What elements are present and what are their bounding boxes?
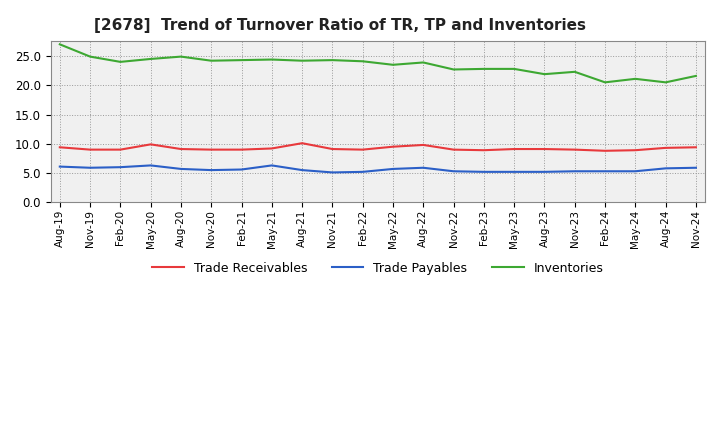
Inventories <box>359 59 367 64</box>
Trade Payables <box>540 169 549 175</box>
Inventories <box>116 59 125 65</box>
Inventories <box>298 58 307 63</box>
Trade Receivables <box>510 147 518 152</box>
Inventories <box>237 58 246 63</box>
Inventories <box>176 54 185 59</box>
Trade Payables <box>55 164 64 169</box>
Trade Payables <box>359 169 367 175</box>
Trade Payables <box>116 165 125 170</box>
Trade Receivables <box>298 140 307 146</box>
Trade Payables <box>237 167 246 172</box>
Trade Payables <box>328 170 337 175</box>
Line: Trade Payables: Trade Payables <box>60 165 696 172</box>
Trade Receivables <box>116 147 125 152</box>
Trade Receivables <box>570 147 579 152</box>
Trade Payables <box>86 165 94 170</box>
Inventories <box>389 62 397 67</box>
Inventories <box>449 67 458 72</box>
Trade Payables <box>146 163 155 168</box>
Inventories <box>661 80 670 85</box>
Trade Receivables <box>449 147 458 152</box>
Trade Payables <box>600 169 609 174</box>
Trade Receivables <box>419 142 428 147</box>
Trade Payables <box>661 166 670 171</box>
Trade Receivables <box>540 147 549 152</box>
Trade Payables <box>631 169 639 174</box>
Inventories <box>631 76 639 81</box>
Inventories <box>207 58 215 63</box>
Trade Receivables <box>600 148 609 154</box>
Trade Receivables <box>146 142 155 147</box>
Trade Payables <box>419 165 428 170</box>
Trade Receivables <box>661 145 670 150</box>
Inventories <box>328 58 337 63</box>
Trade Payables <box>268 163 276 168</box>
Trade Receivables <box>176 147 185 152</box>
Trade Receivables <box>389 144 397 149</box>
Trade Payables <box>480 169 488 175</box>
Inventories <box>510 66 518 72</box>
Inventories <box>55 42 64 47</box>
Line: Trade Receivables: Trade Receivables <box>60 143 696 151</box>
Trade Receivables <box>359 147 367 152</box>
Trade Receivables <box>631 147 639 153</box>
Trade Receivables <box>55 145 64 150</box>
Trade Receivables <box>86 147 94 152</box>
Trade Receivables <box>480 147 488 153</box>
Inventories <box>268 57 276 62</box>
Text: [2678]  Trend of Turnover Ratio of TR, TP and Inventories: [2678] Trend of Turnover Ratio of TR, TP… <box>94 18 585 33</box>
Trade Payables <box>449 169 458 174</box>
Trade Payables <box>298 168 307 173</box>
Inventories <box>540 72 549 77</box>
Trade Receivables <box>237 147 246 152</box>
Trade Receivables <box>328 147 337 152</box>
Trade Receivables <box>692 145 701 150</box>
Trade Payables <box>389 166 397 172</box>
Trade Payables <box>510 169 518 175</box>
Line: Inventories: Inventories <box>60 44 696 82</box>
Inventories <box>419 60 428 65</box>
Legend: Trade Receivables, Trade Payables, Inventories: Trade Receivables, Trade Payables, Inven… <box>148 257 608 280</box>
Trade Payables <box>207 168 215 173</box>
Inventories <box>600 80 609 85</box>
Trade Payables <box>570 169 579 174</box>
Trade Payables <box>692 165 701 170</box>
Trade Payables <box>176 166 185 172</box>
Inventories <box>86 54 94 59</box>
Inventories <box>692 73 701 79</box>
Inventories <box>146 56 155 62</box>
Trade Receivables <box>268 146 276 151</box>
Trade Receivables <box>207 147 215 152</box>
Inventories <box>570 69 579 74</box>
Inventories <box>480 66 488 72</box>
